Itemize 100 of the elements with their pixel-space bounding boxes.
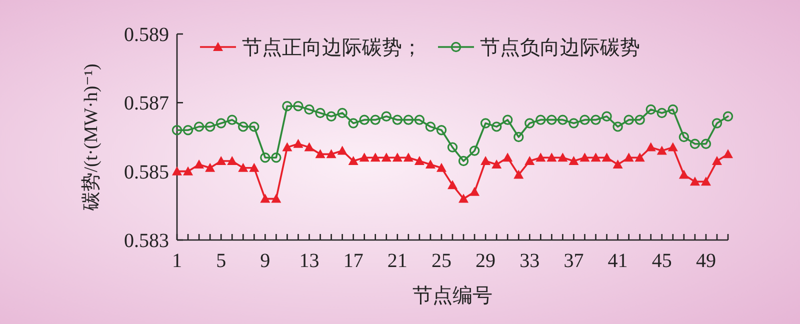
point	[403, 114, 414, 125]
point	[612, 159, 623, 168]
point	[271, 152, 282, 163]
point	[458, 194, 469, 203]
point	[712, 156, 722, 166]
x-tick-label: 25	[431, 250, 452, 272]
point	[700, 138, 712, 149]
point	[304, 142, 314, 152]
x-tick-label: 33	[520, 250, 540, 272]
legend-label: 节点正向边际碳势；	[242, 37, 422, 59]
point	[612, 122, 623, 132]
point	[182, 125, 194, 136]
point	[260, 152, 270, 163]
point	[414, 156, 424, 166]
x-axis-title: 节点编号	[412, 285, 492, 307]
point	[249, 122, 260, 132]
point	[624, 152, 634, 162]
point	[546, 152, 557, 162]
point	[656, 108, 667, 118]
point	[348, 156, 358, 166]
point	[249, 162, 260, 172]
point	[392, 152, 402, 162]
point	[700, 176, 711, 186]
point	[326, 111, 336, 122]
point	[448, 180, 458, 190]
point	[590, 152, 601, 162]
point	[668, 142, 678, 152]
point	[514, 170, 524, 179]
point	[359, 152, 370, 162]
point	[216, 156, 226, 166]
point	[536, 114, 546, 125]
point	[524, 118, 535, 128]
point	[580, 152, 590, 162]
x-tick-label: 41	[608, 250, 628, 272]
point	[502, 114, 513, 125]
point	[414, 114, 425, 125]
x-tick-label: 21	[387, 250, 408, 272]
point	[447, 142, 458, 152]
point	[690, 176, 700, 186]
point	[646, 104, 656, 115]
point	[183, 166, 194, 176]
point	[425, 159, 436, 168]
x-tick-label: 49	[696, 250, 716, 272]
x-tick-label: 13	[299, 250, 320, 272]
point	[337, 108, 348, 118]
point	[634, 114, 645, 125]
point	[668, 104, 678, 115]
point	[315, 108, 326, 118]
point	[492, 159, 502, 168]
point	[690, 138, 700, 149]
point	[502, 152, 513, 162]
point	[458, 156, 469, 166]
point	[381, 152, 392, 162]
y-tick-label: 0.589	[124, 24, 169, 46]
point	[634, 152, 645, 162]
point	[712, 118, 722, 128]
point	[293, 101, 304, 112]
point	[392, 114, 402, 125]
point	[470, 186, 480, 196]
point	[216, 118, 226, 128]
y-tick-label: 0.585	[124, 161, 169, 184]
point	[624, 114, 634, 125]
point	[678, 132, 690, 142]
point	[602, 111, 612, 122]
point	[271, 194, 282, 203]
point	[370, 152, 380, 162]
point	[425, 122, 436, 132]
point	[315, 149, 326, 158]
point	[436, 125, 447, 136]
point	[194, 159, 204, 168]
point	[546, 114, 557, 125]
point	[282, 101, 292, 112]
legend-label: 节点负向边际碳势	[480, 37, 640, 59]
x-tick-label: 9	[260, 250, 270, 272]
point	[227, 156, 238, 166]
point	[293, 138, 304, 148]
point	[227, 114, 238, 125]
point	[480, 118, 491, 128]
point	[602, 152, 612, 162]
point	[348, 118, 358, 128]
point	[238, 162, 248, 172]
point	[205, 162, 216, 172]
point	[480, 156, 491, 166]
point	[337, 146, 348, 155]
point	[580, 114, 590, 125]
x-tick-label: 1	[172, 250, 182, 272]
point	[524, 156, 535, 166]
point	[370, 114, 380, 125]
point	[436, 162, 446, 172]
x-tick-label: 37	[564, 250, 584, 272]
point	[656, 146, 667, 155]
x-tick-label: 45	[652, 250, 672, 272]
point	[568, 118, 579, 128]
point	[514, 132, 524, 142]
point	[590, 114, 601, 125]
point	[304, 104, 314, 115]
point	[558, 152, 568, 162]
point	[204, 122, 216, 132]
point	[282, 142, 292, 152]
x-tick-label: 29	[476, 250, 496, 272]
